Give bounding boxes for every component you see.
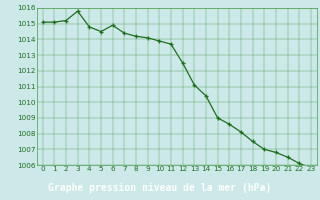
Text: Graphe pression niveau de la mer (hPa): Graphe pression niveau de la mer (hPa) (48, 183, 272, 193)
